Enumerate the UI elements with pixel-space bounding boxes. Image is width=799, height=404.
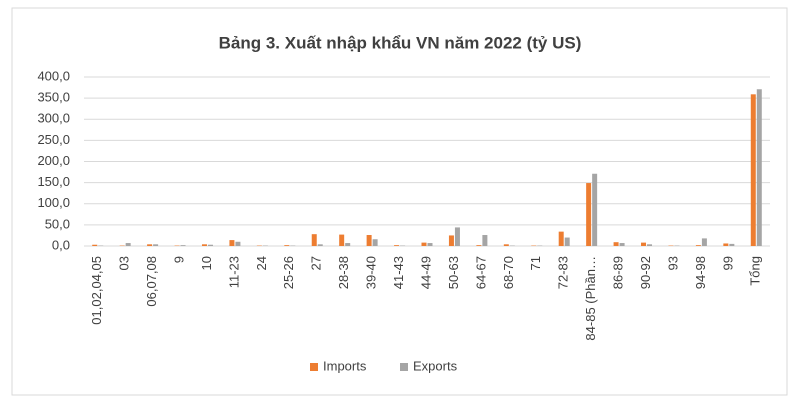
bar [586, 183, 592, 246]
bar [372, 239, 378, 246]
x-tick-label: 84-85 (Phần… [583, 256, 598, 341]
legend-label: Exports [413, 358, 458, 373]
bar [153, 244, 159, 246]
bar [750, 94, 756, 246]
bar [503, 244, 509, 246]
bar [366, 235, 372, 246]
x-tick-label: 25-26 [281, 256, 296, 289]
bar [647, 244, 653, 246]
bar [476, 245, 482, 246]
bar [394, 245, 400, 246]
bar [92, 244, 98, 246]
legend-swatch [400, 363, 408, 371]
x-tick-label: 28-38 [336, 256, 351, 289]
y-tick-label: 200,0 [37, 153, 70, 168]
x-tick-label: 24 [254, 256, 269, 270]
x-tick-label: 44-49 [418, 256, 433, 289]
x-tick-label: 94-98 [693, 256, 708, 289]
bar [482, 235, 488, 246]
x-tick-label: 03 [117, 256, 132, 270]
bar [201, 244, 207, 246]
x-tick-label: 64-67 [473, 256, 488, 289]
x-tick-label: 27 [309, 256, 324, 270]
bar [235, 241, 241, 246]
bar [756, 89, 762, 246]
bar [701, 238, 707, 246]
x-tick-label: 68-70 [501, 256, 516, 289]
legend-label: Imports [323, 358, 367, 373]
chart-title: Bảng 3. Xuất nhập khẩu VN năm 2022 (tỷ U… [219, 33, 582, 52]
bar [207, 244, 213, 246]
chart-frame [11, 7, 788, 396]
bar [558, 231, 564, 246]
y-tick-label: 300,0 [37, 111, 70, 126]
y-tick-label: 400,0 [37, 68, 70, 83]
bar [695, 245, 701, 246]
bar [180, 245, 186, 246]
x-tick-label: 99 [720, 256, 735, 270]
bar [448, 235, 454, 246]
x-tick-label: 86-89 [611, 256, 626, 289]
x-tick-label: 10 [199, 256, 214, 270]
x-tick-label: 41-43 [391, 256, 406, 289]
bar [641, 242, 647, 246]
bar [147, 244, 153, 246]
x-tick-label: 72-83 [556, 256, 571, 289]
bar [345, 243, 351, 246]
x-tick-label: 50-63 [446, 256, 461, 289]
x-tick-label: Tổng [748, 256, 763, 286]
bar [427, 243, 433, 246]
bar [613, 242, 619, 246]
bar [619, 243, 625, 246]
x-tick-label: 9 [171, 256, 186, 263]
x-tick-label: 93 [665, 256, 680, 270]
bar [311, 234, 317, 246]
bar [592, 173, 598, 246]
x-tick-label: 06,07,08 [144, 256, 159, 307]
y-tick-label: 250,0 [37, 132, 70, 147]
x-tick-label: 90-92 [638, 256, 653, 289]
x-tick-label: 11-23 [226, 256, 241, 288]
x-tick-label: 71 [528, 256, 543, 270]
bar [454, 227, 460, 246]
bar [729, 243, 735, 246]
bar [564, 237, 570, 246]
bar [229, 240, 235, 246]
y-tick-label: 100,0 [37, 195, 70, 210]
bar [317, 244, 323, 246]
y-tick-label: 50,0 [45, 216, 70, 231]
bar [339, 234, 345, 246]
x-tick-label: 01,02,04,05 [89, 256, 104, 325]
bar [421, 242, 427, 246]
bar [284, 245, 290, 246]
x-tick-label: 39-40 [364, 256, 379, 289]
legend-swatch [310, 363, 318, 371]
bar [723, 243, 729, 246]
y-tick-label: 150,0 [37, 174, 70, 189]
bar [125, 243, 131, 246]
y-tick-label: 350,0 [37, 90, 70, 105]
y-tick-label: 0,0 [52, 237, 70, 252]
